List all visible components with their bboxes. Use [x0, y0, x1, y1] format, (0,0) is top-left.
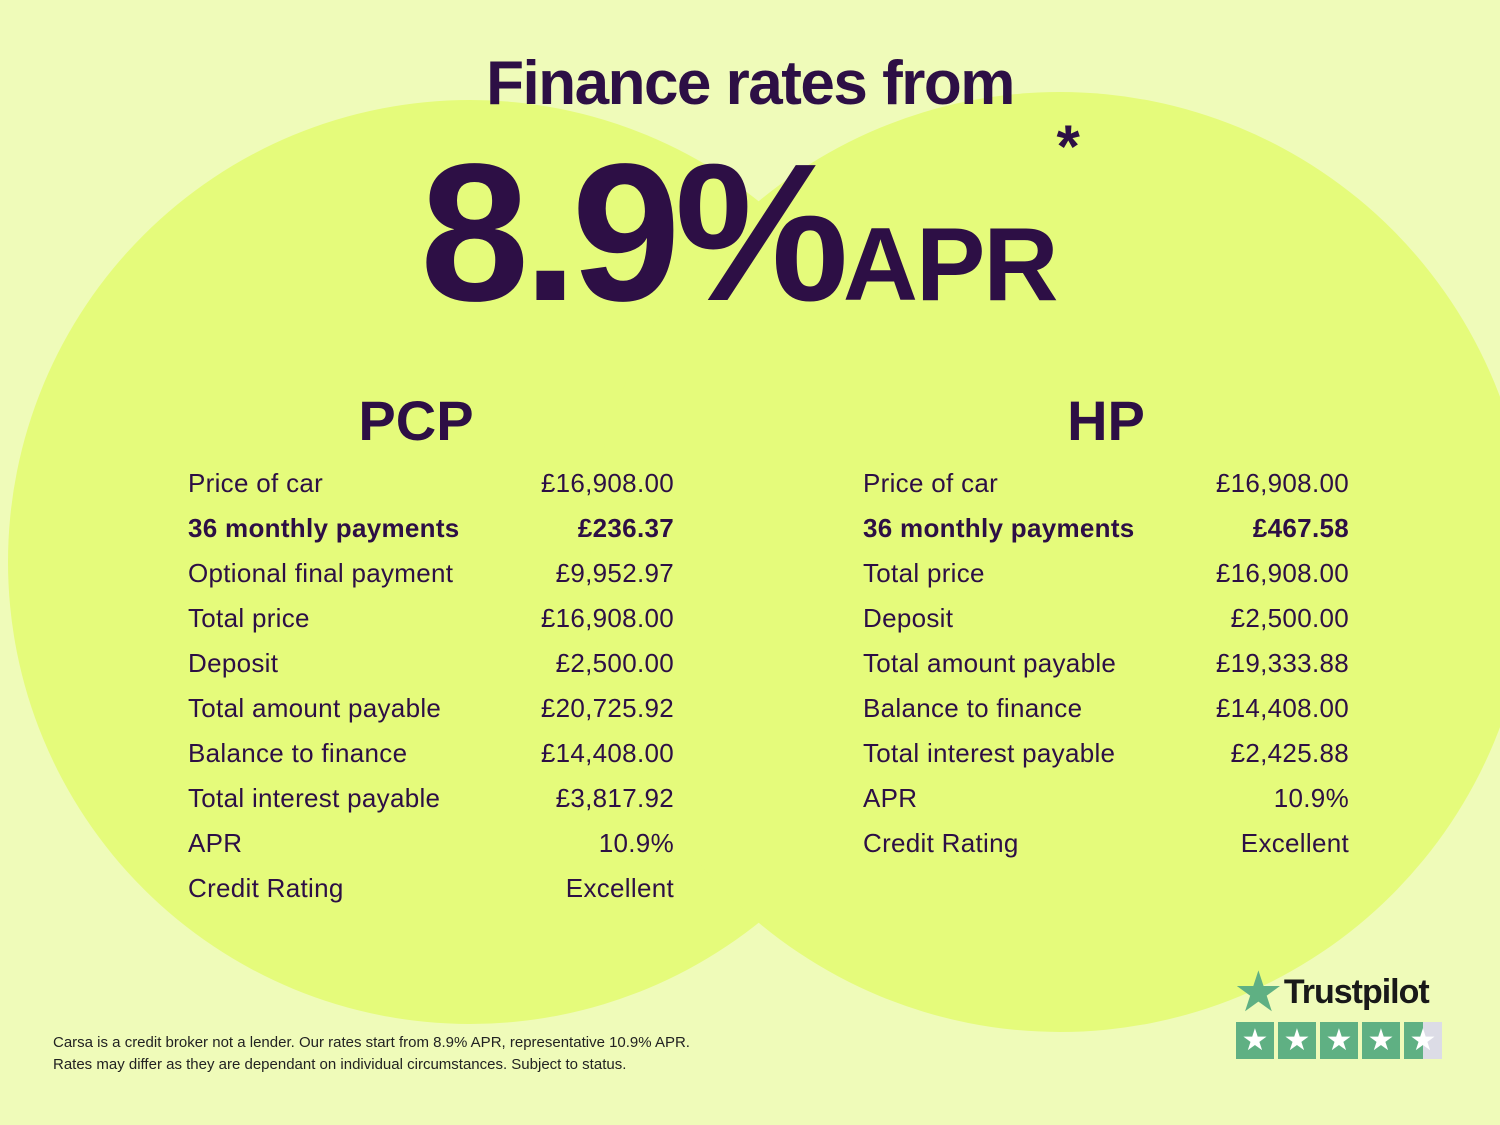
rating-star-icon: ★ [1362, 1022, 1400, 1059]
row-label: Deposit [863, 603, 954, 633]
row-value: £2,425.88 [1230, 738, 1349, 768]
row-value: Excellent [1240, 828, 1349, 858]
row-value: £16,908.00 [540, 468, 674, 498]
headline: Finance rates from [486, 49, 1015, 118]
rating-star-icon: ★ [1236, 1022, 1274, 1059]
row-label: Price of car [863, 468, 999, 498]
disclaimer-line-2: Rates may differ as they are dependant o… [53, 1056, 627, 1073]
row-value: £16,908.00 [540, 603, 674, 633]
row-label: Total amount payable [188, 693, 442, 723]
row-label: Price of car [188, 468, 324, 498]
table-row: Total interest payable £3,817.92 [188, 783, 674, 828]
table-row: Price of car £16,908.00 [863, 468, 1349, 513]
row-label: 36 monthly payments [863, 513, 1135, 543]
table-row: APR 10.9% [863, 783, 1349, 828]
table-row: Deposit £2,500.00 [188, 648, 674, 693]
row-label: Balance to finance [188, 738, 408, 768]
table-row: 36 monthly payments £467.58 [863, 513, 1349, 558]
trustpilot-rating: ★ ★ ★ ★ ★ [1236, 1022, 1442, 1059]
rate-display: 8.9%APR * [0, 113, 1500, 345]
table-row: Total amount payable £19,333.88 [863, 648, 1349, 693]
pcp-table: PCP Price of car £16,908.00 36 monthly pay… [188, 388, 674, 918]
row-label: Deposit [188, 648, 279, 678]
row-label: Optional final payment [188, 558, 454, 588]
row-label: Credit Rating [863, 828, 1019, 858]
trustpilot-name: Trustpilot [1283, 972, 1430, 1011]
row-value: £20,725.92 [540, 693, 674, 723]
row-value: £2,500.00 [1230, 603, 1349, 633]
table-row: Balance to finance £14,408.00 [863, 693, 1349, 738]
hp-title: HP [1067, 389, 1145, 452]
row-value: £14,408.00 [1215, 693, 1349, 723]
rating-star-icon: ★ [1320, 1022, 1358, 1059]
table-row: Optional final payment £9,952.97 [188, 558, 674, 603]
disclaimer: Carsa is a credit broker not a lender. O… [53, 1032, 690, 1076]
rate-unit: APR [842, 207, 1059, 323]
rating-star-icon: ★ [1278, 1022, 1316, 1059]
row-value: £16,908.00 [1215, 468, 1349, 498]
row-label: Total price [863, 558, 985, 588]
row-value: Excellent [565, 873, 674, 903]
table-row: Credit Rating Excellent [188, 873, 674, 918]
table-row: Total interest payable £2,425.88 [863, 738, 1349, 783]
row-label: Balance to finance [863, 693, 1083, 723]
table-row: 36 monthly payments £236.37 [188, 513, 674, 558]
pcp-title: PCP [358, 389, 474, 452]
trustpilot-star-icon: ★ [1236, 964, 1281, 1020]
table-row: Total amount payable £20,725.92 [188, 693, 674, 738]
row-value: £14,408.00 [540, 738, 674, 768]
row-value: £467.58 [1252, 513, 1349, 543]
hp-table: HP Price of car £16,908.00 36 monthly paym… [863, 388, 1349, 873]
row-label: APR [863, 783, 918, 813]
row-label: Credit Rating [188, 873, 344, 903]
rating-star-icon: ★ [1404, 1022, 1442, 1059]
table-row: Credit Rating Excellent [863, 828, 1349, 873]
row-value: £3,817.92 [555, 783, 674, 813]
row-value: £2,500.00 [555, 648, 674, 678]
table-row: Price of car £16,908.00 [188, 468, 674, 513]
table-row: APR 10.9% [188, 828, 674, 873]
trustpilot-badge: ★ Trustpilot ★ ★ ★ ★ ★ [1236, 964, 1442, 1059]
row-value: £236.37 [577, 513, 674, 543]
row-label: Total price [188, 603, 310, 633]
row-label: 36 monthly payments [188, 513, 460, 543]
table-row: Total price £16,908.00 [188, 603, 674, 648]
table-row: Balance to finance £14,408.00 [188, 738, 674, 783]
row-label: Total amount payable [863, 648, 1117, 678]
row-value: 10.9% [598, 828, 674, 858]
row-value: 10.9% [1273, 783, 1349, 813]
disclaimer-line-1: Carsa is a credit broker not a lender. O… [53, 1034, 690, 1051]
row-label: Total interest payable [863, 738, 1116, 768]
row-value: £19,333.88 [1215, 648, 1349, 678]
row-value: £16,908.00 [1215, 558, 1349, 588]
row-value: £9,952.97 [555, 558, 674, 588]
background-circle-right [590, 92, 1500, 1032]
rate-asterisk: * [1056, 113, 1080, 180]
row-label: Total interest payable [188, 783, 441, 813]
row-label: APR [188, 828, 243, 858]
table-row: Total price £16,908.00 [863, 558, 1349, 603]
table-row: Deposit £2,500.00 [863, 603, 1349, 648]
rate-value: 8.9% [420, 123, 849, 342]
